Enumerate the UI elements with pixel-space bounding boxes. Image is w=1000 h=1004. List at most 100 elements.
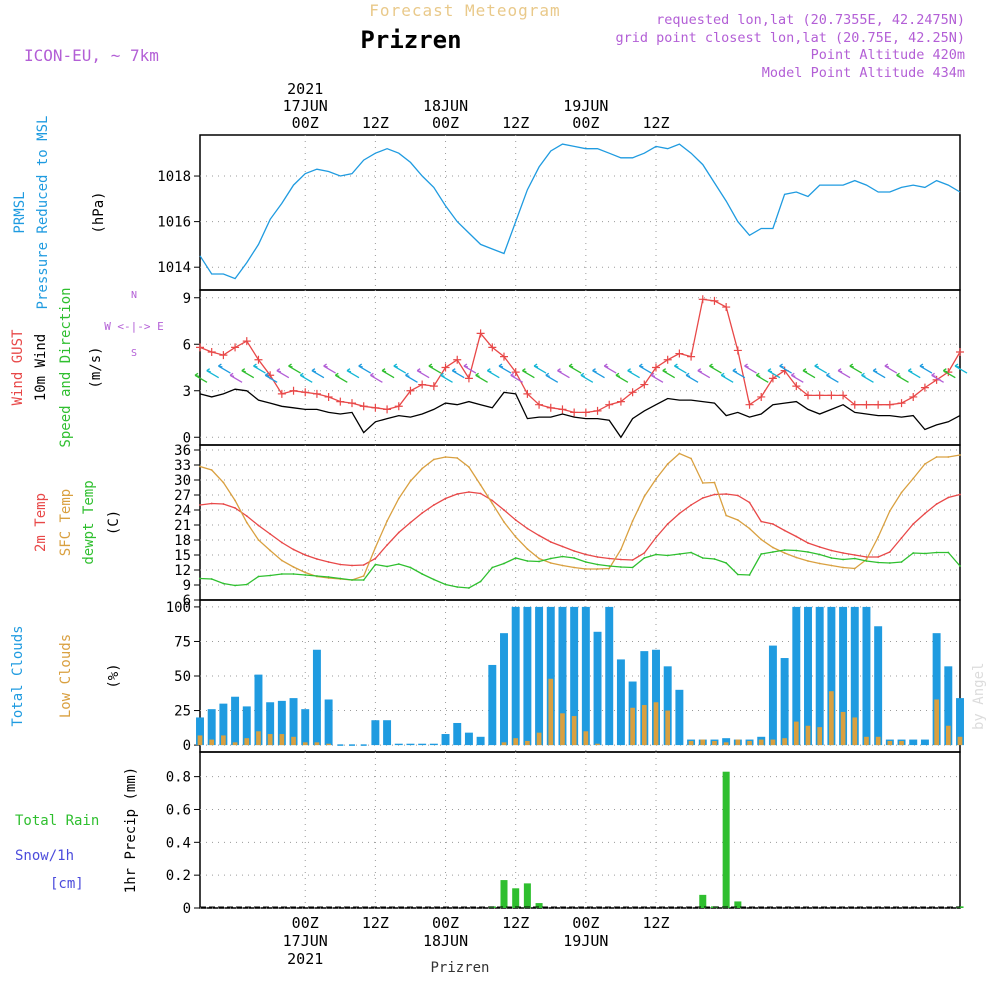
low-cloud-bar	[817, 727, 823, 746]
temp-point	[620, 548, 622, 551]
gust-marker	[698, 295, 707, 304]
temp-point	[456, 493, 459, 495]
temp-point	[327, 561, 330, 563]
temp-point	[631, 566, 634, 569]
temp-point	[386, 565, 388, 568]
temp-point	[280, 573, 283, 575]
wind-direction-arrow	[264, 372, 278, 383]
low-cloud-bar	[291, 736, 296, 746]
temp-point	[760, 538, 763, 541]
temp-point	[479, 492, 482, 495]
total-cloud-bar	[371, 720, 380, 746]
temp-point	[514, 536, 517, 538]
total-cloud-bar	[535, 606, 544, 746]
wind-direction-arrow	[779, 363, 792, 374]
temp-point	[199, 465, 201, 468]
temp-point	[409, 566, 412, 569]
gust-marker	[804, 391, 812, 400]
ylabel-sfc-temp: SFC Temp	[58, 489, 74, 556]
gust-marker	[535, 400, 544, 409]
temp-point	[432, 578, 435, 581]
temp-point	[479, 580, 482, 583]
time-label-top: 00Z	[572, 114, 599, 132]
total-cloud-bar	[488, 664, 497, 746]
temp-point	[935, 503, 938, 505]
rain-bar	[500, 880, 508, 908]
gust-marker	[663, 355, 672, 364]
wind-direction-arrow	[323, 363, 336, 374]
temp-point	[549, 562, 552, 564]
pressure-ytick-label: 1014	[157, 260, 191, 276]
low-cloud-bar	[829, 691, 834, 746]
temp-point	[397, 497, 400, 500]
temp-point	[503, 521, 505, 523]
gust-marker	[850, 400, 859, 409]
temp-point	[280, 559, 283, 562]
temp-point	[234, 507, 236, 509]
temp-point	[888, 510, 891, 512]
temp-point	[947, 551, 950, 554]
wind-direction-arrow	[194, 372, 208, 383]
gust-marker	[301, 388, 310, 397]
low-cloud-bar	[770, 739, 776, 746]
temp-point	[865, 560, 868, 562]
gust-marker	[464, 374, 473, 383]
wind-direction-arrow	[381, 368, 395, 379]
temp-point	[748, 574, 751, 576]
low-cloud-bar	[712, 740, 717, 746]
wind-direction-arrow	[931, 372, 944, 383]
temp-point	[304, 571, 307, 574]
total-cloud-bar	[453, 722, 462, 746]
temp-point	[245, 515, 248, 517]
pressure-ytick-label: 1016	[157, 215, 191, 231]
temp-point	[666, 523, 669, 525]
temp-point	[397, 563, 400, 565]
gust-marker	[383, 405, 392, 414]
total-cloud-bar	[242, 706, 251, 746]
low-cloud-bar	[840, 711, 846, 746]
low-cloud-bar	[583, 731, 589, 746]
wind-direction-arrow	[568, 363, 582, 374]
temp-point	[701, 557, 704, 559]
gust-marker	[792, 382, 801, 391]
time-label-bottom: 12Z	[502, 914, 529, 932]
low-cloud-bar	[232, 742, 238, 746]
gust-marker	[511, 368, 520, 377]
temp-point	[304, 554, 307, 556]
total-cloud-bar	[640, 651, 649, 746]
temp-point	[421, 467, 424, 470]
total-cloud-bar	[570, 606, 579, 746]
gust-marker	[242, 337, 251, 346]
rain-bar	[512, 888, 520, 908]
total-cloud-bar	[920, 739, 929, 746]
temp-point	[526, 527, 529, 530]
wind-direction-arrow	[826, 372, 839, 383]
total-cloud-bar	[839, 606, 848, 746]
temp-point	[666, 463, 669, 465]
label-total-rain: Total Rain	[15, 813, 99, 829]
total-cloud-bar	[605, 606, 614, 746]
temp-point	[596, 563, 599, 566]
pressure-series-prmsl	[199, 143, 961, 280]
temp-point	[701, 482, 704, 484]
temp-point	[736, 573, 739, 576]
temp-point	[316, 558, 318, 560]
gust-marker	[593, 406, 602, 415]
low-cloud-bar	[665, 710, 671, 746]
gust-marker	[371, 403, 380, 412]
gust-marker	[336, 397, 345, 406]
temp-point	[316, 575, 318, 577]
temp-point	[900, 491, 903, 494]
total-cloud-bar	[219, 703, 228, 746]
precip-ytick-label: 0	[183, 901, 191, 917]
ylabel-c: (C)	[106, 510, 122, 535]
gust-marker	[558, 405, 567, 414]
low-cloud-bar	[525, 740, 530, 746]
temperature-ytick-label: 33	[174, 458, 191, 474]
temp-point	[339, 577, 342, 580]
total-cloud-bar	[196, 717, 204, 746]
wind-direction-arrow	[370, 372, 383, 383]
temp-point	[959, 493, 961, 496]
